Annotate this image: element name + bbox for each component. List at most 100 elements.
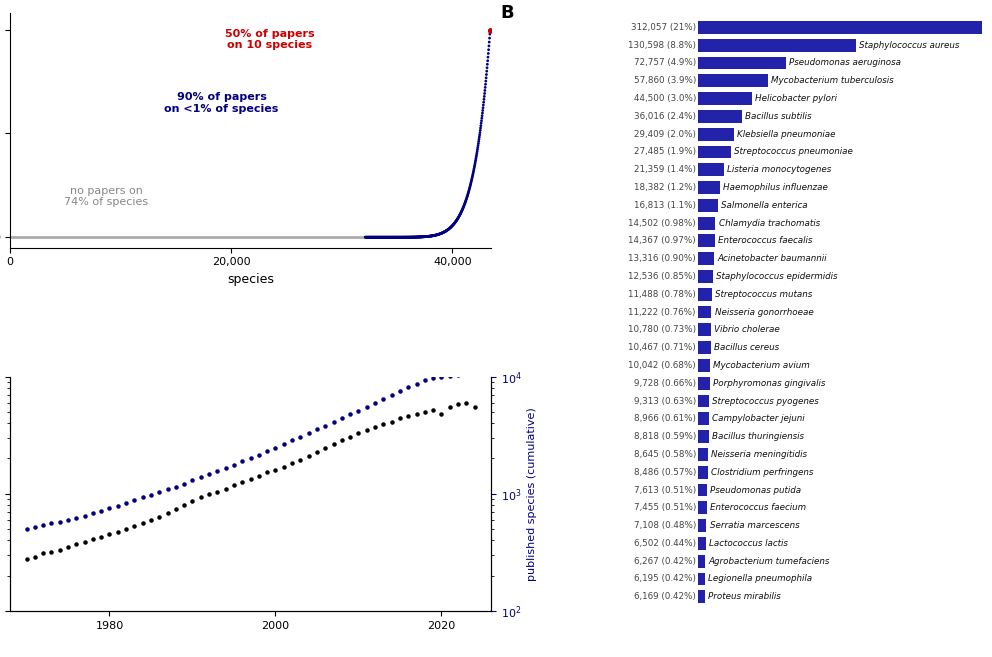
Point xyxy=(360,232,376,242)
Bar xyxy=(697,395,709,407)
Point xyxy=(476,91,492,102)
Point xyxy=(383,232,399,242)
Point xyxy=(375,394,391,404)
Point xyxy=(317,420,333,431)
Text: no papers on
74% of species: no papers on 74% of species xyxy=(64,186,148,208)
Point xyxy=(325,417,341,427)
Point xyxy=(412,232,428,242)
Point xyxy=(376,232,392,242)
Point xyxy=(401,411,417,421)
Point xyxy=(418,231,434,242)
Point xyxy=(359,401,375,412)
Point xyxy=(458,193,474,204)
Point xyxy=(465,166,481,177)
Text: Serratia marcescens: Serratia marcescens xyxy=(709,521,800,530)
Point xyxy=(385,232,401,242)
Point xyxy=(259,467,275,478)
Point xyxy=(359,232,375,242)
Point xyxy=(192,472,208,483)
Point xyxy=(474,108,490,118)
Point xyxy=(401,232,417,242)
Point xyxy=(409,232,425,242)
Point xyxy=(482,29,498,39)
Point xyxy=(457,196,473,207)
Point xyxy=(464,173,480,184)
Point xyxy=(370,232,386,242)
Point xyxy=(364,232,380,242)
Point xyxy=(432,229,447,239)
Point xyxy=(417,374,433,385)
Point xyxy=(452,209,468,219)
Point xyxy=(441,223,457,234)
Point xyxy=(477,82,493,93)
Point xyxy=(364,232,380,242)
Text: 7,455 (0.51%): 7,455 (0.51%) xyxy=(634,503,696,512)
Point xyxy=(422,231,437,242)
Text: 21,359 (1.4%): 21,359 (1.4%) xyxy=(634,165,696,174)
X-axis label: species: species xyxy=(227,273,274,286)
Point xyxy=(393,232,409,242)
Point xyxy=(428,230,443,240)
Point xyxy=(459,191,475,202)
Text: 11,488 (0.78%): 11,488 (0.78%) xyxy=(628,290,696,299)
Point xyxy=(350,405,366,416)
Point xyxy=(432,229,447,239)
Point xyxy=(439,225,455,235)
Point xyxy=(397,232,413,242)
Text: Pseudomonas aeruginosa: Pseudomonas aeruginosa xyxy=(790,58,902,68)
Point xyxy=(392,232,408,242)
Point xyxy=(52,516,67,527)
Point xyxy=(377,232,393,242)
Text: Neisseria gonorrhoeae: Neisseria gonorrhoeae xyxy=(714,307,813,317)
Point xyxy=(423,231,438,241)
Point xyxy=(468,150,484,160)
Text: 18,382 (1.2%): 18,382 (1.2%) xyxy=(634,183,696,192)
Bar xyxy=(697,341,710,354)
Point xyxy=(463,177,479,188)
Point xyxy=(217,463,233,473)
Point xyxy=(201,469,217,480)
Point xyxy=(428,230,443,240)
Point xyxy=(429,230,444,240)
Bar xyxy=(697,466,708,478)
Point xyxy=(378,232,394,242)
Point xyxy=(420,231,435,242)
Point xyxy=(374,232,390,242)
Point xyxy=(402,232,418,242)
Point xyxy=(209,487,225,497)
Point xyxy=(415,231,431,242)
Point xyxy=(467,155,483,166)
Point xyxy=(446,218,462,229)
Point xyxy=(358,232,374,242)
Point xyxy=(482,26,498,36)
Point xyxy=(471,129,487,140)
Point xyxy=(390,232,406,242)
Point xyxy=(370,232,386,242)
Point xyxy=(35,520,51,530)
Point xyxy=(361,232,377,242)
Text: 312,057 (21%): 312,057 (21%) xyxy=(631,23,696,32)
Text: 27,485 (1.9%): 27,485 (1.9%) xyxy=(634,147,696,156)
Text: Legionella pneumophila: Legionella pneumophila xyxy=(708,574,812,583)
Text: Staphylococcus epidermidis: Staphylococcus epidermidis xyxy=(716,272,837,281)
Point xyxy=(410,232,426,242)
Point xyxy=(418,231,434,242)
Point xyxy=(76,537,92,547)
Point xyxy=(481,37,497,47)
Point xyxy=(372,232,388,242)
Point xyxy=(433,229,448,239)
Point xyxy=(426,231,441,241)
Point xyxy=(481,33,497,43)
Point xyxy=(431,229,446,240)
Point xyxy=(434,228,450,238)
Point xyxy=(366,232,382,242)
Point xyxy=(365,232,381,242)
Point xyxy=(376,232,392,242)
Point xyxy=(418,231,434,242)
Point xyxy=(317,443,333,453)
Point xyxy=(68,513,84,524)
Point xyxy=(399,232,415,242)
Point xyxy=(437,226,453,237)
Point xyxy=(466,165,482,175)
Point xyxy=(403,232,419,242)
